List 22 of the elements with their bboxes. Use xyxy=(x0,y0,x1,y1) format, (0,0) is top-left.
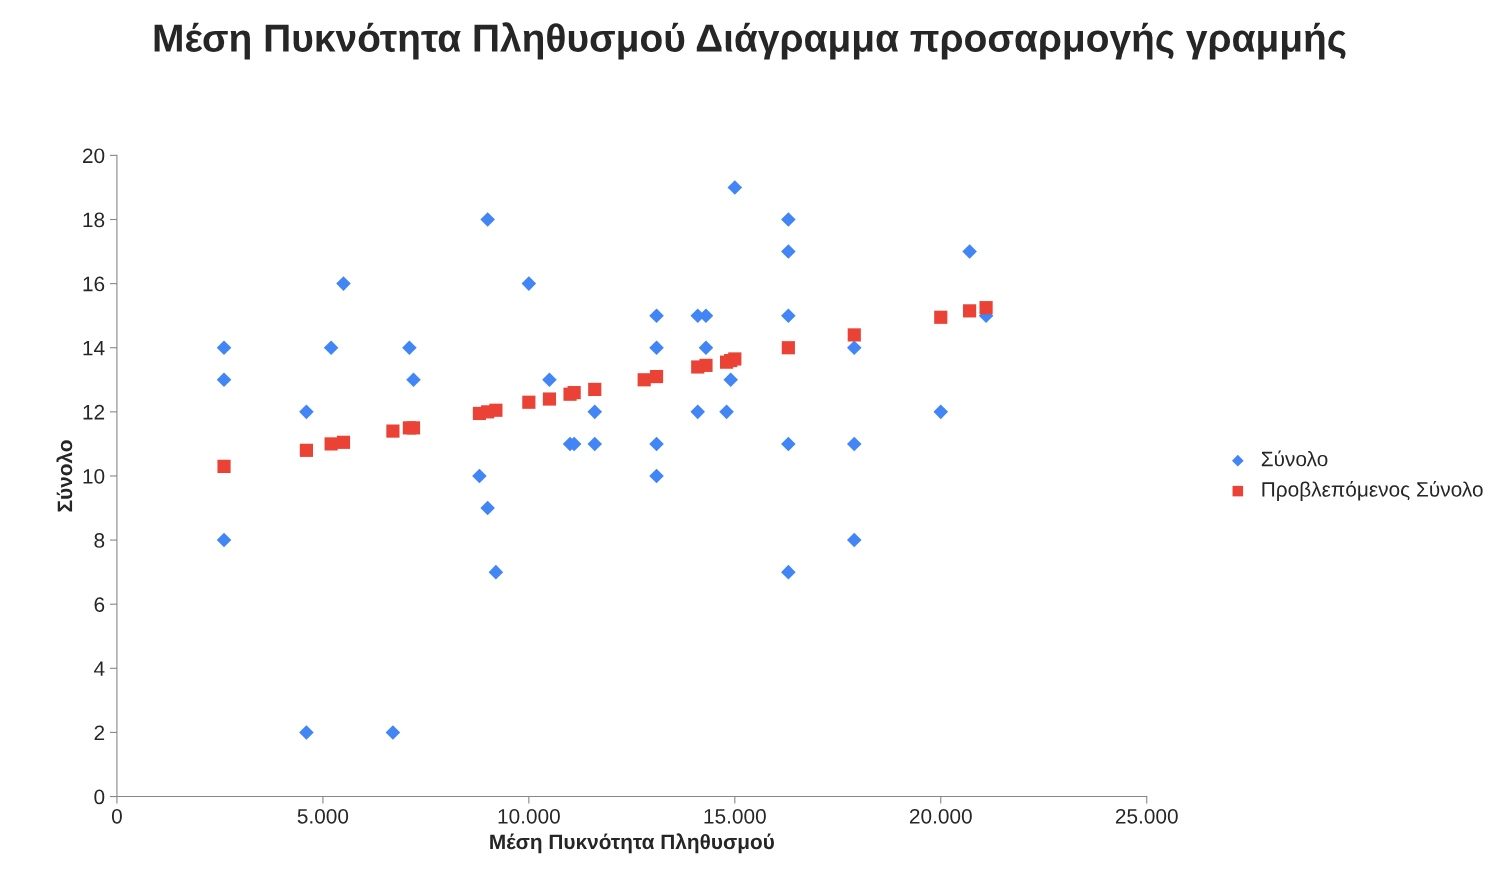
y-tick-label: 12 xyxy=(83,404,105,420)
y-tick-label: 10 xyxy=(83,468,105,484)
y-tick-label: 18 xyxy=(83,212,105,228)
y-tick-label: 16 xyxy=(83,276,105,292)
chart-title: Μέση Πυκνότητα Πληθυσμού Διάγραμμα προσαρμογής γραμμής xyxy=(154,22,1346,60)
x-axis-title: Μέση Πυκνότητα Πληθυσμού xyxy=(490,833,774,854)
y-tick-label: 4 xyxy=(94,661,105,676)
y-tick-label: 6 xyxy=(94,597,105,612)
y-tick-label: 8 xyxy=(94,533,105,548)
y-tick-label: 20 xyxy=(82,148,105,164)
y-tick-label: 14 xyxy=(83,340,105,356)
x-tick-label: 10.000 xyxy=(498,808,560,824)
x-tick-label: 5.000 xyxy=(297,808,349,824)
x-tick-label: 25.000 xyxy=(1115,808,1178,824)
legend-label: Προβλεπόμενος Σύνολο xyxy=(1262,480,1483,501)
y-tick-label: 0 xyxy=(94,789,105,805)
y-tick-label: 2 xyxy=(94,725,105,740)
legend-label: Σύνολο xyxy=(1261,450,1328,467)
x-tick-label: 20.000 xyxy=(909,808,972,824)
y-axis-title: Σύνολο xyxy=(56,440,73,512)
x-tick-label: 0 xyxy=(111,808,122,824)
x-tick-label: 15.000 xyxy=(704,808,766,824)
